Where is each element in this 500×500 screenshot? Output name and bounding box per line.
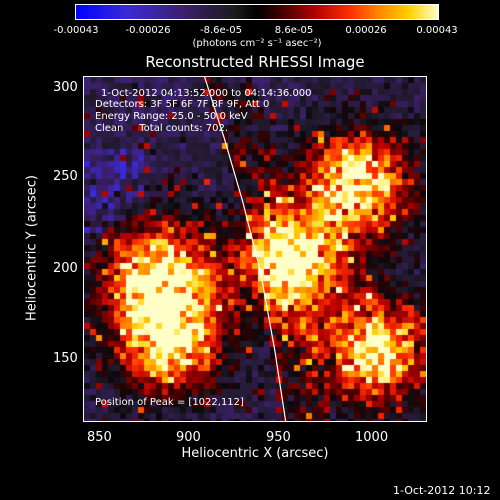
- y-tick-label: 250: [53, 169, 78, 184]
- y-tick-label: 300: [53, 80, 78, 95]
- colorbar: [75, 4, 439, 20]
- timestamp: 1-Oct-2012 10:12: [393, 484, 491, 497]
- peak-position-text: Position of Peak = [1022,112]: [95, 397, 244, 408]
- colorbar-tick: 8.6e-05: [274, 25, 314, 36]
- x-tick-label: 850: [87, 430, 112, 445]
- solar-limb-line: [204, 76, 287, 422]
- x-tick-label: 1000: [355, 430, 389, 445]
- colorbar-tick: 0.00026: [345, 25, 387, 36]
- y-tick-label: 150: [53, 351, 78, 366]
- colorbar-tick: -0.00043: [53, 25, 99, 36]
- x-tick-label: 950: [266, 430, 291, 445]
- y-tick-label: 200: [53, 261, 78, 276]
- energy-range-text: Energy Range: 25.0 - 50.0 keV: [95, 111, 248, 122]
- colorbar-tick: -0.00026: [125, 25, 171, 36]
- time-range-text: 1-Oct-2012 04:13:52.000 to 04:14:36.000: [101, 88, 312, 99]
- colorbar-units: (photons cm⁻² s⁻¹ asec⁻²): [192, 38, 322, 49]
- x-axis-label: Heliocentric X (arcsec): [181, 446, 329, 461]
- colorbar-tick: -8.6e-05: [200, 25, 242, 36]
- plot-frame: [83, 76, 427, 422]
- y-axis-label: Heliocentric Y (arcsec): [24, 175, 40, 321]
- colorbar-tick: 0.00043: [416, 25, 458, 36]
- x-tick-label: 900: [176, 430, 201, 445]
- plot-title: Reconstructed RHESSI Image: [145, 53, 365, 71]
- method-counts-text: Clean Total counts: 702.: [95, 123, 229, 134]
- detectors-text: Detectors: 3F 5F 6F 7F 8F 9F, Att 0: [95, 99, 270, 110]
